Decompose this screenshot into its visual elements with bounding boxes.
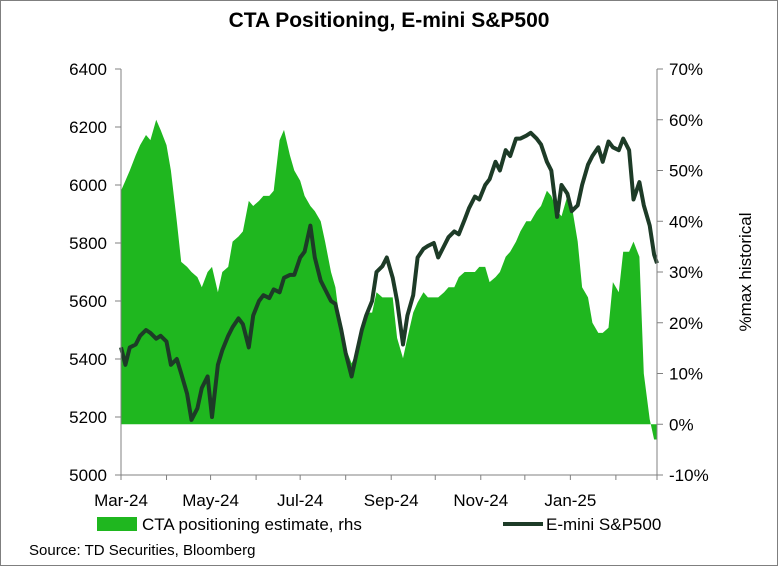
- left-tick-label: 5000: [69, 466, 107, 485]
- chart-title: CTA Positioning, E-mini S&P500: [228, 9, 550, 32]
- x-tick-label: Mar-24: [94, 491, 148, 510]
- right-tick-label: 0%: [669, 415, 694, 434]
- cta-area-layer: [121, 119, 657, 440]
- chart-canvas: 5000 5200 5400 5600 5800 6000 6200 6400 -10% 0% 10…: [69, 60, 755, 534]
- right-tick-label: 30%: [669, 263, 703, 282]
- right-tick-label: -10%: [669, 466, 709, 485]
- left-tick-label: 5800: [69, 234, 107, 253]
- spx-line-layer: [119, 130, 659, 422]
- left-tick-label: 6000: [69, 176, 107, 195]
- right-axis-title: %max historical: [736, 212, 755, 331]
- spx-line: [119, 130, 659, 422]
- left-tick-label: 6200: [69, 118, 107, 137]
- right-tick-label: 60%: [669, 111, 703, 130]
- right-tick-label: 10%: [669, 365, 703, 384]
- left-tick-label: 5200: [69, 408, 107, 427]
- legend-swatch-cta: [97, 517, 137, 531]
- right-tick-label: 20%: [669, 314, 703, 333]
- legend-label-spx: E-mini S&P500: [546, 515, 661, 534]
- right-tick-label: 70%: [669, 60, 703, 79]
- x-tick-label: Nov-24: [453, 491, 508, 510]
- left-tick-label: 5600: [69, 292, 107, 311]
- left-tick-label: 5400: [69, 350, 107, 369]
- x-tick-label: Jul-24: [277, 491, 323, 510]
- left-tick-label: 6400: [69, 60, 107, 79]
- cta-positioning-area: [121, 119, 657, 440]
- x-tick-label: Jan-25: [544, 491, 596, 510]
- right-tick-label: 50%: [669, 162, 703, 181]
- x-tick-label: Sep-24: [364, 491, 419, 510]
- legend: CTA positioning estimate, rhs E-mini S&P5…: [97, 515, 661, 534]
- x-tick-label: May-24: [182, 491, 239, 510]
- legend-label-cta: CTA positioning estimate, rhs: [142, 515, 362, 534]
- right-tick-label: 40%: [669, 212, 703, 231]
- axes-layer: 5000 5200 5400 5600 5800 6000 6200 6400 -10% 0% 10…: [69, 60, 755, 510]
- source-note: Source: TD Securities, Bloomberg: [29, 542, 256, 559]
